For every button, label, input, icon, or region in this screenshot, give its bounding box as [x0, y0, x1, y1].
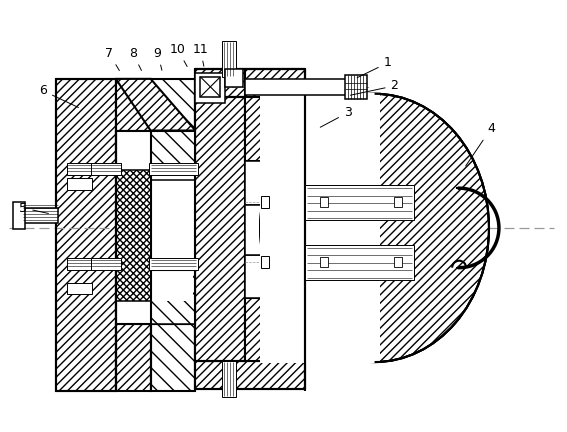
Bar: [67, 283, 92, 295]
Bar: [67, 258, 92, 270]
Bar: [151, 172, 193, 302]
Bar: [116, 130, 196, 180]
Bar: [263, 97, 305, 361]
Ellipse shape: [260, 94, 489, 362]
Bar: [395, 257, 403, 267]
Bar: [261, 256, 269, 268]
Text: 3: 3: [320, 106, 352, 127]
Bar: [196, 69, 305, 97]
Bar: [151, 170, 196, 302]
Bar: [305, 185, 414, 220]
Text: 4: 4: [466, 122, 495, 166]
Bar: [345, 75, 367, 99]
Bar: [151, 324, 196, 391]
Bar: [151, 79, 196, 130]
Bar: [196, 73, 225, 103]
Bar: [245, 97, 305, 162]
Bar: [261, 196, 269, 208]
Text: 2: 2: [350, 79, 399, 95]
Bar: [91, 258, 121, 270]
Bar: [151, 130, 196, 170]
Bar: [116, 170, 151, 302]
Text: 5: 5: [19, 202, 48, 215]
Bar: [245, 79, 354, 95]
Bar: [151, 270, 196, 324]
Text: 8: 8: [129, 47, 141, 70]
Bar: [14, 202, 26, 229]
Bar: [245, 299, 305, 361]
Bar: [222, 361, 236, 397]
Bar: [67, 178, 92, 190]
Bar: [91, 163, 121, 175]
Bar: [196, 361, 305, 389]
Bar: [116, 79, 151, 130]
Bar: [260, 93, 379, 363]
Bar: [23, 208, 58, 223]
Text: 9: 9: [154, 47, 162, 70]
Text: 10: 10: [170, 43, 187, 67]
Bar: [149, 258, 198, 270]
Bar: [200, 77, 221, 97]
Bar: [395, 197, 403, 207]
Text: 6: 6: [39, 84, 78, 108]
Bar: [245, 205, 305, 255]
Bar: [56, 79, 116, 391]
Bar: [116, 270, 196, 324]
Bar: [320, 257, 328, 267]
Text: 1: 1: [357, 57, 391, 78]
Bar: [245, 162, 305, 205]
Text: 11: 11: [193, 43, 208, 66]
Bar: [245, 255, 305, 299]
Polygon shape: [116, 79, 196, 130]
Bar: [305, 245, 414, 280]
Bar: [116, 324, 151, 391]
Bar: [67, 163, 92, 175]
Text: 7: 7: [105, 47, 120, 70]
Bar: [149, 163, 198, 175]
Bar: [196, 97, 245, 361]
Bar: [320, 197, 328, 207]
Bar: [225, 69, 243, 87]
Bar: [222, 41, 236, 77]
